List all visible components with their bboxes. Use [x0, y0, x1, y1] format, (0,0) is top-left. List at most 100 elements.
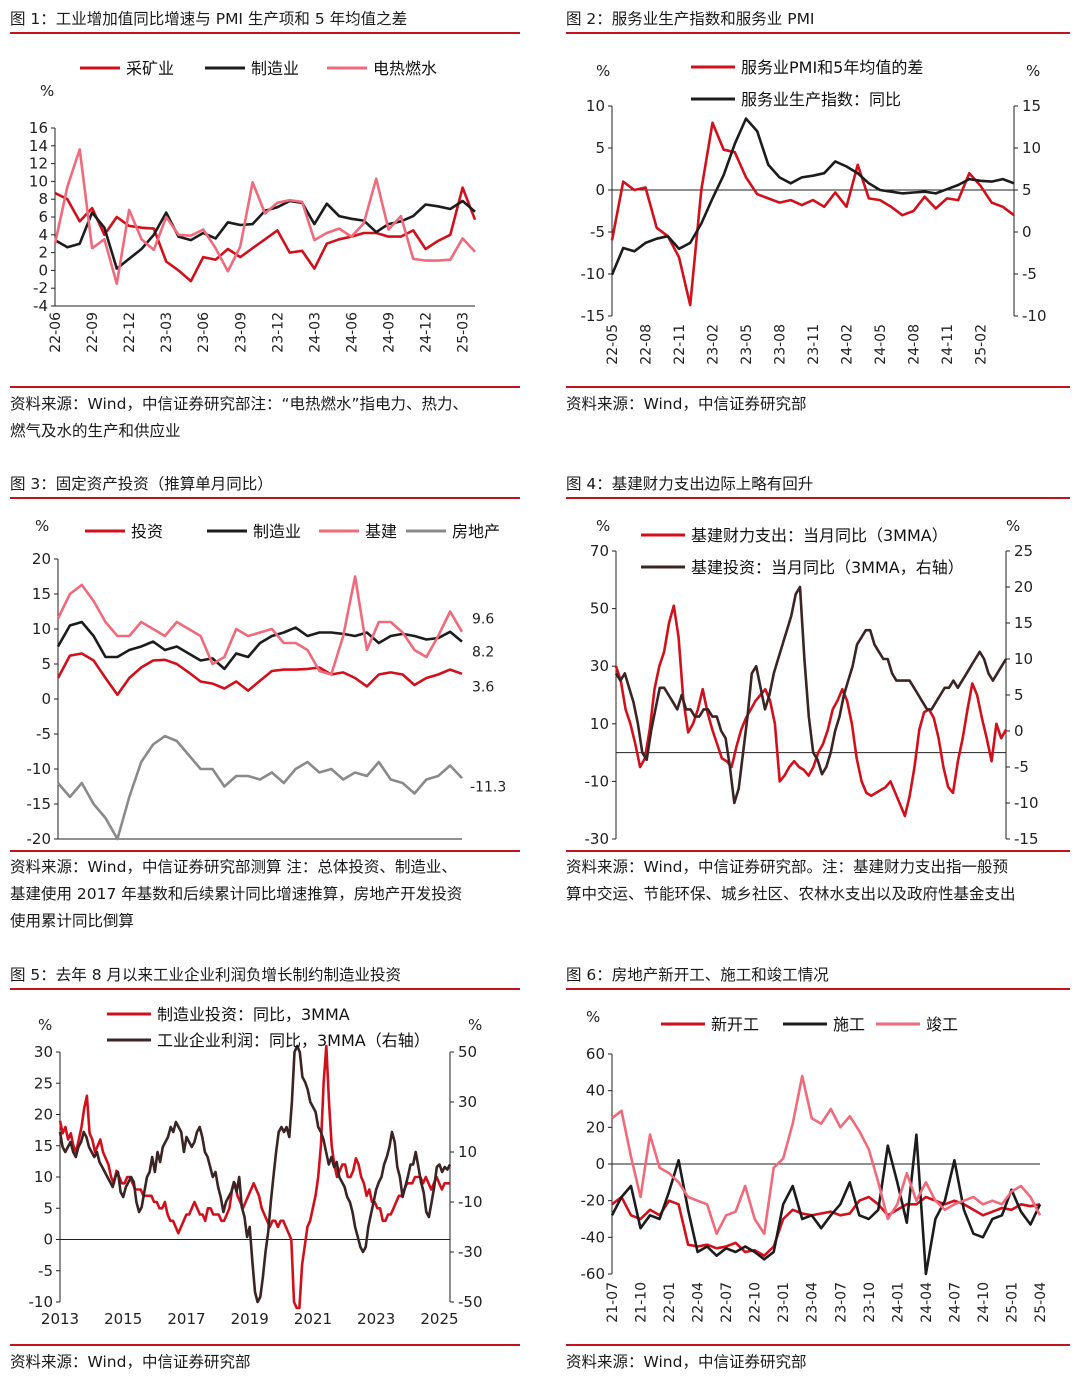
- source-line: 基建使用 2017 年基数和后续累计同比增速推算，房地产开发投资: [10, 885, 463, 903]
- x-tick-label: 24-10: [976, 1282, 992, 1323]
- series-line: [56, 620, 463, 671]
- panel-2: 图 2：服务业生产指数和服务业 PMI %% -15 -10 -5 0 5 10 -10 -5 0…: [566, 0, 1070, 460]
- x-tick-label: 24-11: [940, 324, 956, 365]
- source-line: 燃气及水的生产和供应业: [10, 422, 181, 440]
- legend-label: 制造业: [251, 59, 299, 78]
- x-tick-label: 2023: [860, 847, 898, 851]
- y-tick-label: 20: [34, 1106, 53, 1124]
- x-tick-label: 2015: [104, 1310, 142, 1328]
- legend-label: 房地产: [452, 522, 500, 541]
- x-tick-label: 2018: [597, 847, 635, 851]
- y-tick-label: 10: [29, 172, 48, 190]
- y-tick-label-right: -5: [1022, 265, 1037, 283]
- x-tick-label: 24-02: [840, 324, 856, 365]
- series-line: [53, 148, 476, 286]
- legend-label: 基建投资：当月同比（3MMA，右轴）: [691, 558, 964, 577]
- y-tick-label: -5: [36, 725, 51, 743]
- y-tick-label: 10: [32, 620, 51, 638]
- y-tick-label-right: -50: [458, 1293, 483, 1311]
- x-tick-label: 2017: [167, 1310, 205, 1328]
- y-tick-label: 25: [34, 1074, 53, 1092]
- x-tick-label: 24-03: [307, 312, 323, 353]
- x-tick-label: 22-11: [672, 324, 688, 365]
- x-tick-label: 25-04: [1033, 1282, 1049, 1323]
- end-value-label: 3.6: [472, 679, 494, 695]
- y-tick-label-right: 15: [1014, 614, 1033, 632]
- y-tick-label-right: 5: [1022, 181, 1032, 199]
- title-rule: [566, 988, 1070, 990]
- source-line: 资料来源：Wind，中信证券研究部注：“电热燃水”指电力、热力、: [10, 395, 469, 413]
- source-line: 资料来源：Wind，中信证券研究部测算 注：总体投资、制造业、: [10, 858, 457, 876]
- series-line: [610, 121, 1015, 307]
- series-line: [56, 652, 463, 697]
- y-tick-label: 70: [590, 542, 609, 560]
- panel-title: 图 2：服务业生产指数和服务业 PMI: [566, 10, 815, 28]
- end-value-label: 9.6: [472, 612, 494, 628]
- x-tick-label: 22-09: [85, 312, 101, 353]
- x-tick-label: 23-07: [833, 1282, 849, 1323]
- y-tick-label-right: 10: [458, 1143, 477, 1161]
- chart-2: % % -15 -10 -5 0 5 10 -10 -5 0 5 10 15 22-05 22-08 22-11…: [581, 58, 1047, 365]
- x-tick-label: 22-05: [605, 324, 621, 365]
- y-tick-label: -20: [581, 1192, 606, 1210]
- panel-4: 图 4：基建财力支出边际上略有回升 %% -30 -10 10 30 50 70 -15 -10…: [566, 468, 1070, 948]
- y-tick-label: -5: [590, 223, 605, 241]
- y-tick-label-right: 50: [458, 1043, 477, 1061]
- source-line: 资料来源：Wind，中信证券研究部。注：基建财力支出指一般预: [566, 858, 1008, 876]
- title-rule: [10, 497, 520, 499]
- end-value-label: -11.3: [470, 780, 506, 796]
- y-axis-unit: %: [38, 1016, 52, 1034]
- y-axis-unit-right: %: [1026, 62, 1040, 80]
- x-tick-label: 21-07: [605, 1282, 621, 1323]
- x-tick-label: 23-03: [159, 312, 175, 353]
- y-tick-label: -10: [581, 265, 606, 283]
- panel-3: 图 3：固定资产投资（推算单月同比） % -20 -15 -10 -5 0 5 10 15 20 2…: [10, 468, 520, 948]
- series-line: [610, 117, 1015, 276]
- source-rule: [566, 386, 1070, 388]
- x-tick-label: 23-06: [196, 312, 212, 353]
- y-tick-label: 2: [38, 244, 48, 262]
- x-tick-label: 2023: [357, 1310, 395, 1328]
- legend-label: 投资: [131, 522, 163, 541]
- x-tick-label: 24-08: [907, 324, 923, 365]
- x-tick-label: 22-07: [719, 1282, 735, 1323]
- x-tick-label: 22-12: [122, 312, 138, 353]
- source-line: 资料来源：Wind，中信证券研究部: [10, 1353, 251, 1371]
- x-tick-label: 23-10: [862, 1282, 878, 1323]
- x-tick-label: 23-02: [706, 324, 722, 365]
- x-tick-label: 25-01: [1004, 1282, 1020, 1323]
- panel-title: 图 1：工业增加值同比增速与 PMI 生产项和 5 年均值之差: [10, 10, 408, 28]
- series-line: [611, 1074, 1042, 1235]
- chart-4: %%-30-1010305070-15-10-50510152025201820…: [585, 517, 1039, 851]
- panel-5: 图 5：去年 8 月以来工业企业利润负增长制约制造业投资 %% -10 -5 0 5 10…: [10, 958, 520, 1378]
- y-tick-label: -10: [27, 760, 52, 778]
- x-tick-label: 23-04: [805, 1282, 821, 1323]
- source-line: 算中交运、节能环保、城乡社区、农林水支出以及政府性基金支出: [566, 885, 1016, 903]
- x-tick-label: 24-12: [419, 312, 435, 353]
- y-tick-label-right: 20: [1014, 578, 1033, 596]
- legend-label: 工业企业利润：同比，3MMA（右轴）: [157, 1031, 430, 1050]
- y-tick-label: -20: [27, 830, 52, 848]
- source-note: 资料来源：Wind，中信证券研究部: [566, 1349, 806, 1376]
- y-tick-label: 10: [586, 97, 605, 115]
- y-axis-unit: %: [596, 62, 610, 80]
- y-tick-label-right: -10: [458, 1193, 483, 1211]
- y-tick-label: 4: [38, 226, 48, 244]
- legend-label: 制造业: [253, 522, 301, 541]
- legend-label: 电热燃水: [373, 59, 437, 78]
- source-rule: [566, 850, 1070, 852]
- y-axis-unit: %: [596, 517, 610, 535]
- panel-title: 图 3：固定资产投资（推算单月同比）: [10, 475, 273, 493]
- x-tick-label: 2025: [420, 1310, 458, 1328]
- series-line: [57, 734, 463, 841]
- y-tick-label-right: 5: [1014, 686, 1024, 704]
- y-tick-label: -4: [33, 297, 48, 315]
- x-tick-label: 2022: [807, 847, 845, 851]
- chart-3: % -20 -15 -10 -5 0 5 10 15 20 22-07 23-01 23-07 24-01…: [27, 517, 507, 851]
- y-tick-label: 6: [38, 208, 48, 226]
- x-tick-label: 22-07: [36, 847, 80, 851]
- x-tick-label: 22-01: [662, 1282, 678, 1323]
- x-tick-label: 24-01: [890, 1282, 906, 1323]
- y-tick-label-right: 30: [458, 1093, 477, 1111]
